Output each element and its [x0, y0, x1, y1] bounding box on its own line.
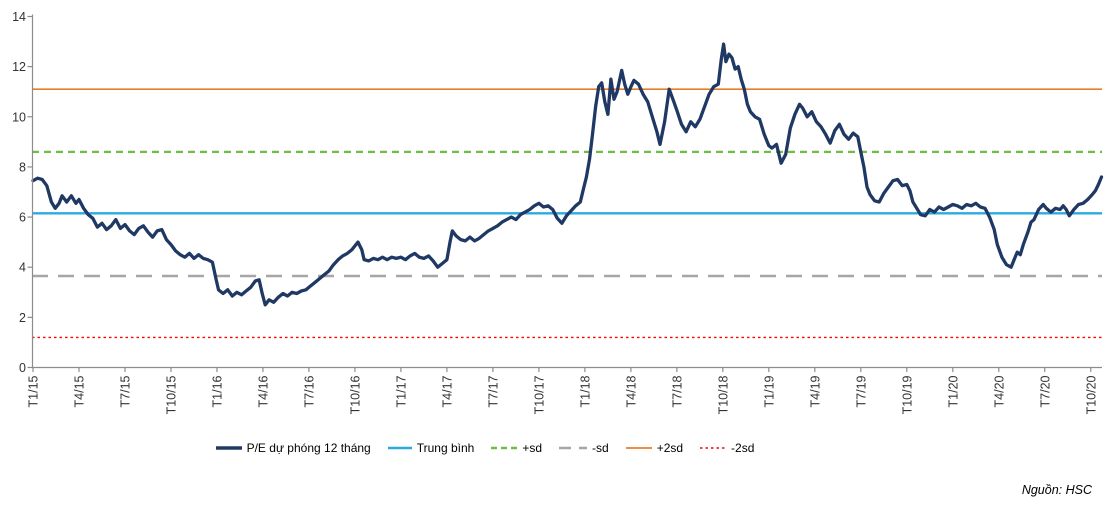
x-tick-label: T10/16: [348, 375, 362, 414]
x-tick-label: T7/20: [1038, 375, 1052, 407]
legend-label: +2sd: [656, 441, 684, 455]
y-tick-label: 10: [12, 110, 26, 124]
x-tick-label: T1/20: [946, 375, 960, 407]
x-tick-label: T10/15: [164, 375, 178, 414]
x-tick-label: T10/20: [1084, 375, 1098, 414]
legend-label: -2sd: [731, 441, 755, 455]
x-tick-label: T1/15: [27, 375, 41, 407]
legend-item-p-e-d-ph-ng-12-th-ng: P/E dự phóng 12 tháng: [215, 441, 371, 455]
x-tick-label: T1/16: [210, 375, 224, 407]
legend-label: Trung bình: [416, 441, 475, 455]
y-tick-label: 12: [12, 60, 26, 74]
legend-swatch-line-icon: [559, 446, 588, 450]
x-tick-label: T4/18: [624, 375, 638, 407]
x-tick-label: T7/15: [118, 375, 132, 407]
x-tick-label: T7/16: [302, 375, 316, 407]
y-tick-label: 14: [12, 10, 26, 24]
legend-item--sd: -sd: [559, 441, 609, 455]
plot-area: 0 2 4 6 8 10 12 14 T1/15 T4/15 T7/15 T10/15 T1/16 T4/…: [12, 10, 1104, 414]
legend-item-+2sd: +2sd: [625, 441, 684, 455]
x-tick-label: T4/15: [72, 375, 86, 407]
y-tick-label: 0: [19, 361, 26, 375]
legend-swatch-line-icon: [625, 447, 652, 449]
x-tick-label: T10/17: [532, 375, 546, 414]
chart-legend: P/E dự phóng 12 tháng Trung bình +sd -sd +2s…: [0, 441, 970, 455]
x-tick-label: T4/17: [440, 375, 454, 407]
legend-swatch-line-icon: [387, 446, 412, 450]
x-tick-label: T7/19: [854, 375, 868, 407]
y-tick-label: 6: [19, 211, 26, 225]
x-tick-label: T7/17: [486, 375, 500, 407]
x-tick-label: T4/20: [992, 375, 1006, 407]
legend-swatch-line-icon: [215, 446, 242, 450]
legend-item-trung-b-nh: Trung bình: [387, 441, 475, 455]
x-tick-label: T4/16: [256, 375, 270, 407]
legend-swatch-line-icon: [491, 446, 518, 450]
y-tick-label: 4: [19, 261, 26, 275]
series-line: [31, 42, 1104, 307]
x-tick-label: T4/19: [808, 375, 822, 407]
legend-label: P/E dự phóng 12 tháng: [246, 441, 371, 455]
y-tick-label: 8: [19, 160, 26, 174]
x-tick-label: T1/17: [394, 375, 408, 407]
x-tick-label: T7/18: [670, 375, 684, 407]
legend-item--2sd: -2sd: [700, 441, 754, 455]
x-tick-label: T1/19: [762, 375, 776, 407]
x-tick-label: T10/18: [716, 375, 730, 414]
legend-label: -sd: [592, 441, 609, 455]
legend-swatch-line-icon: [700, 447, 727, 449]
source-note: Nguồn: HSC: [1021, 483, 1092, 497]
x-tick-label: T1/18: [578, 375, 592, 407]
y-tick-label: 2: [19, 311, 26, 325]
legend-item-+sd: +sd: [491, 441, 542, 455]
legend-label: +sd: [522, 441, 543, 455]
x-tick-label: T10/19: [900, 375, 914, 414]
